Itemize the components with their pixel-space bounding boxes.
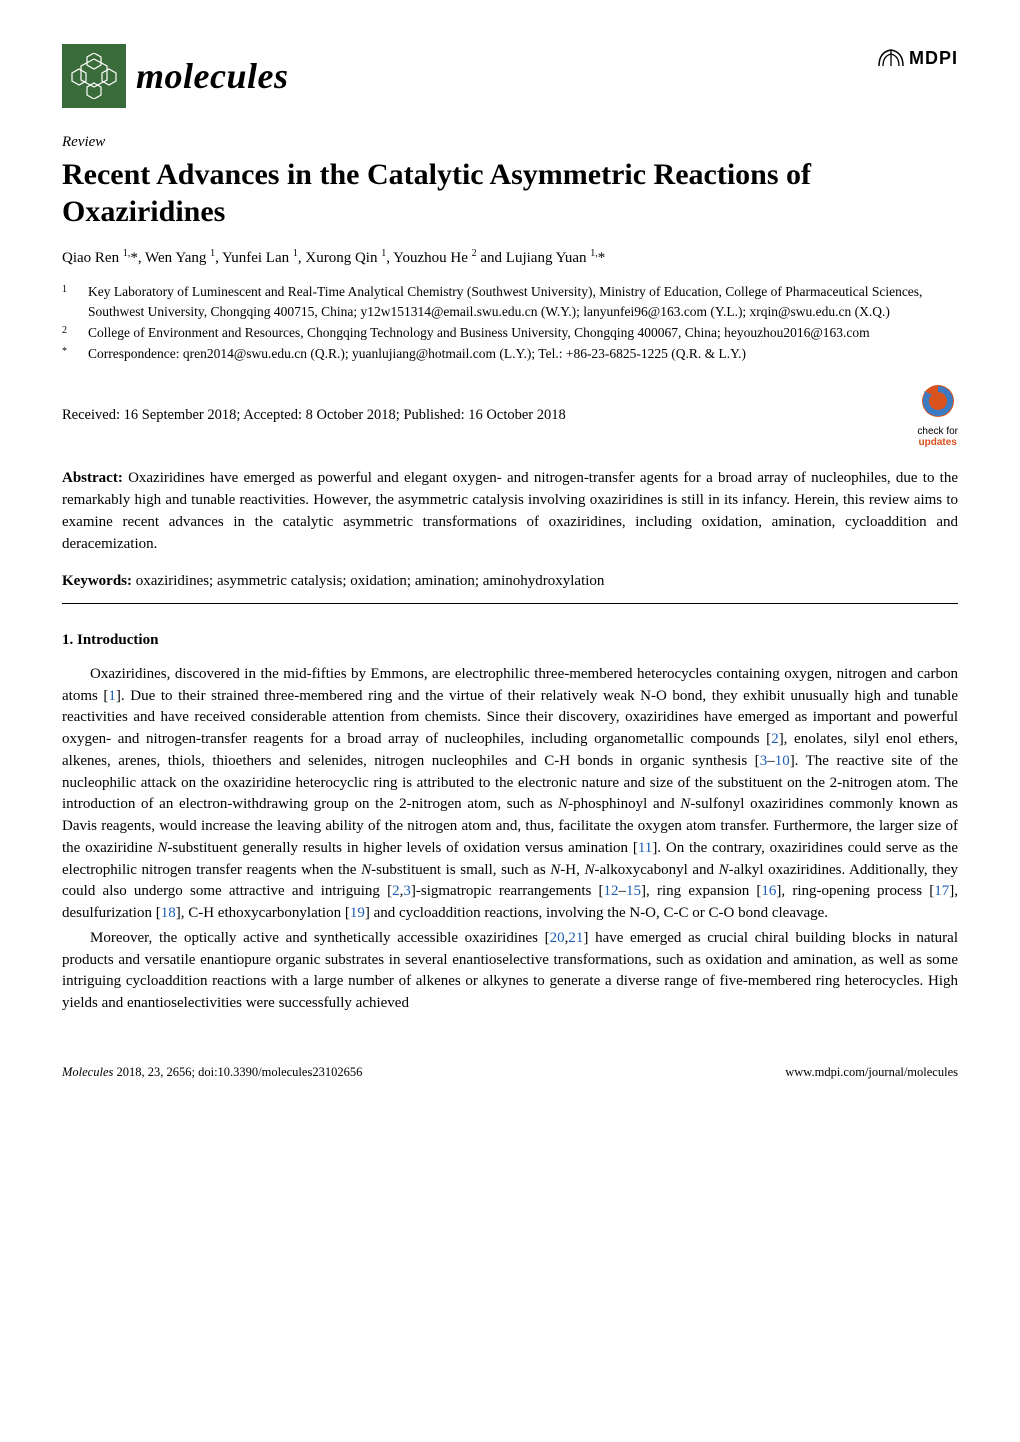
citation-ref[interactable]: 18 bbox=[161, 905, 176, 921]
italic-N: N bbox=[361, 862, 371, 878]
affiliation-marker: 1 bbox=[62, 282, 76, 323]
publisher-logo: MDPI bbox=[877, 44, 958, 72]
article-title: Recent Advances in the Catalytic Asymmet… bbox=[62, 156, 958, 231]
dates-row: Received: 16 September 2018; Accepted: 8… bbox=[62, 383, 958, 449]
footer-citation: Molecules 2018, 23, 2656; doi:10.3390/mo… bbox=[62, 1063, 362, 1081]
citation-ref[interactable]: 10 bbox=[775, 753, 790, 769]
publication-dates: Received: 16 September 2018; Accepted: 8… bbox=[62, 405, 566, 426]
citation-ref[interactable]: 12 bbox=[604, 883, 619, 899]
citation-ref[interactable]: 16 bbox=[761, 883, 776, 899]
page-header: molecules MDPI bbox=[62, 44, 958, 108]
separator-rule bbox=[62, 603, 958, 604]
abstract: Abstract: Oxaziridines have emerged as p… bbox=[62, 468, 958, 555]
check-updates-icon bbox=[920, 383, 956, 419]
affiliation-text: Correspondence: qren2014@swu.edu.cn (Q.R… bbox=[88, 344, 958, 364]
citation-ref[interactable]: 2 bbox=[771, 731, 779, 747]
citation-ref[interactable]: 21 bbox=[568, 930, 583, 946]
molecules-logo-icon bbox=[62, 44, 126, 108]
intro-paragraph-2: Moreover, the optically active and synth… bbox=[62, 928, 958, 1015]
abstract-text: Oxaziridines have emerged as powerful an… bbox=[62, 470, 958, 551]
page-footer: Molecules 2018, 23, 2656; doi:10.3390/mo… bbox=[62, 1063, 958, 1081]
italic-N: N bbox=[584, 862, 594, 878]
footer-doi: 2018, 23, 2656; doi:10.3390/molecules231… bbox=[113, 1065, 362, 1079]
citation-ref[interactable]: 15 bbox=[626, 883, 641, 899]
affiliation-marker: 2 bbox=[62, 323, 76, 343]
italic-N: N bbox=[719, 862, 729, 878]
italic-N: N bbox=[157, 840, 167, 856]
italic-N: N bbox=[558, 796, 568, 812]
citation-ref[interactable]: 3 bbox=[403, 883, 411, 899]
abstract-label: Abstract: bbox=[62, 470, 123, 486]
affiliation-row: 2 College of Environment and Resources, C… bbox=[62, 323, 958, 343]
citation-ref[interactable]: 1 bbox=[108, 688, 116, 704]
keywords-text: oxaziridines; asymmetric catalysis; oxid… bbox=[136, 573, 605, 589]
check-updates-label: check forupdates bbox=[917, 426, 958, 448]
italic-N: N bbox=[680, 796, 690, 812]
keywords: Keywords: oxaziridines; asymmetric catal… bbox=[62, 571, 958, 593]
authors-line: Qiao Ren 1,*, Wen Yang 1, Yunfei Lan 1, … bbox=[62, 247, 958, 270]
italic-N: N bbox=[550, 862, 560, 878]
article-type: Review bbox=[62, 132, 958, 154]
citation-ref[interactable]: 19 bbox=[350, 905, 365, 921]
citation-ref[interactable]: 20 bbox=[550, 930, 565, 946]
check-for-updates-badge[interactable]: check forupdates bbox=[917, 383, 958, 449]
keywords-label: Keywords: bbox=[62, 573, 132, 589]
citation-ref[interactable]: 17 bbox=[934, 883, 949, 899]
citation-ref[interactable]: 3 bbox=[760, 753, 768, 769]
affiliation-text: Key Laboratory of Luminescent and Real-T… bbox=[88, 282, 958, 323]
affiliation-marker: * bbox=[62, 344, 76, 364]
citation-ref[interactable]: 11 bbox=[638, 840, 652, 856]
section-1-heading: 1. Introduction bbox=[62, 630, 958, 652]
affiliation-row: 1 Key Laboratory of Luminescent and Real-… bbox=[62, 282, 958, 323]
publisher-name: MDPI bbox=[909, 45, 958, 71]
journal-logo-block: molecules bbox=[62, 44, 288, 108]
footer-url[interactable]: www.mdpi.com/journal/molecules bbox=[785, 1063, 958, 1081]
affiliation-text: College of Environment and Resources, Ch… bbox=[88, 323, 958, 343]
affiliation-row: * Correspondence: qren2014@swu.edu.cn (Q.… bbox=[62, 344, 958, 364]
mdpi-icon bbox=[877, 44, 905, 72]
journal-name: molecules bbox=[136, 50, 288, 102]
citation-ref[interactable]: 2 bbox=[392, 883, 400, 899]
footer-journal: Molecules bbox=[62, 1065, 113, 1079]
affiliations-block: 1 Key Laboratory of Luminescent and Real-… bbox=[62, 282, 958, 365]
intro-paragraph-1: Oxaziridines, discovered in the mid-fift… bbox=[62, 664, 958, 925]
